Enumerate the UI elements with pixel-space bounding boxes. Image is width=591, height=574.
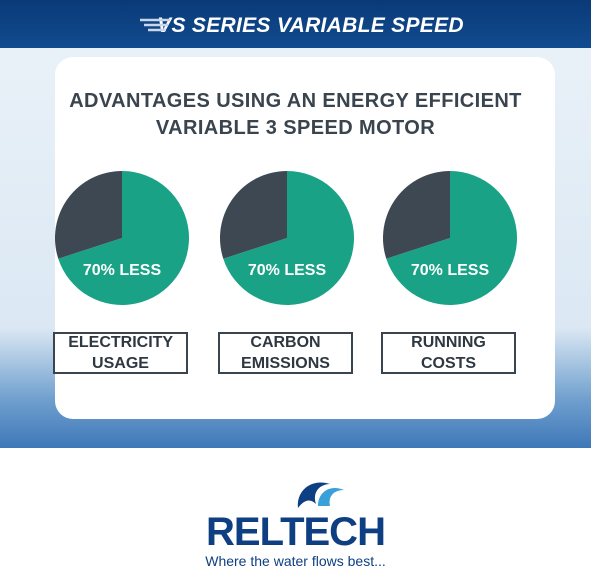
value-label: 70% LESS xyxy=(248,262,327,279)
chart-title: CARBON EMISSIONS xyxy=(218,332,353,374)
logo-tagline: Where the water flows best... xyxy=(205,553,386,569)
chart-title: RUNNING COSTS xyxy=(381,332,516,374)
pie-chart: 70% LESS xyxy=(383,171,517,305)
value-label: 70% LESS xyxy=(83,262,162,279)
chart-title: ELECTRICITY USAGE xyxy=(53,332,188,374)
pie-slice xyxy=(223,171,354,305)
value-label: 70% LESS xyxy=(411,262,490,279)
pie-slice xyxy=(54,171,122,259)
banner xyxy=(0,0,591,48)
pie-chart: 70% LESS xyxy=(54,171,189,305)
heading: VARIABLE 3 SPEED MOTOR xyxy=(155,117,436,139)
logo-swirl xyxy=(297,482,344,508)
logo-name: RELTECH xyxy=(206,510,386,554)
pie-slice xyxy=(383,171,450,259)
heading: ADVANTAGES USING AN ENERGY EFFICIENT xyxy=(69,90,522,112)
pie-slice xyxy=(58,171,189,305)
pie-slice xyxy=(386,171,517,305)
pie-slice xyxy=(220,171,287,259)
speed-swoosh xyxy=(140,18,170,32)
banner-title: VS SERIES VARIABLE SPEED xyxy=(157,14,464,37)
pie-chart: 70% LESS xyxy=(220,171,354,305)
